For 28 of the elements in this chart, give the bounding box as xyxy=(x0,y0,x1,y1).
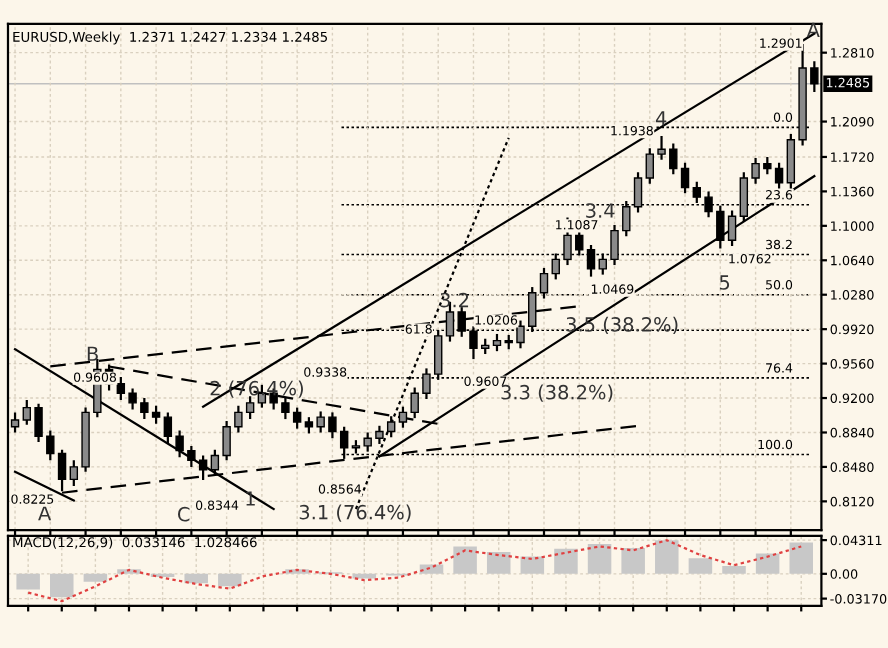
annotation: 3.4 xyxy=(586,203,615,218)
annotation: C xyxy=(177,506,190,522)
bar xyxy=(755,553,780,574)
bar xyxy=(520,556,545,574)
bar xyxy=(218,573,242,587)
annotation: A xyxy=(806,22,820,37)
bar xyxy=(621,548,645,574)
bar xyxy=(688,558,713,574)
annotation: 5 xyxy=(719,275,730,290)
bar xyxy=(16,573,40,590)
bar xyxy=(184,573,208,584)
bar xyxy=(789,542,813,574)
bar xyxy=(554,548,578,574)
bar xyxy=(453,546,477,574)
bar xyxy=(486,551,511,574)
bar xyxy=(655,540,679,574)
annotation: 3.3 (38.2%) xyxy=(501,384,613,402)
annotation: 3.1 (76.4%) xyxy=(299,504,411,522)
annotation: B xyxy=(87,346,98,361)
bar xyxy=(352,573,377,579)
annotation: 4 xyxy=(655,111,667,126)
annotation: 3.2 xyxy=(440,292,469,308)
bar xyxy=(50,573,74,598)
bar xyxy=(587,544,612,574)
annotation: A xyxy=(38,506,52,521)
bar xyxy=(83,573,108,582)
bar xyxy=(419,564,444,574)
bar xyxy=(722,566,746,574)
